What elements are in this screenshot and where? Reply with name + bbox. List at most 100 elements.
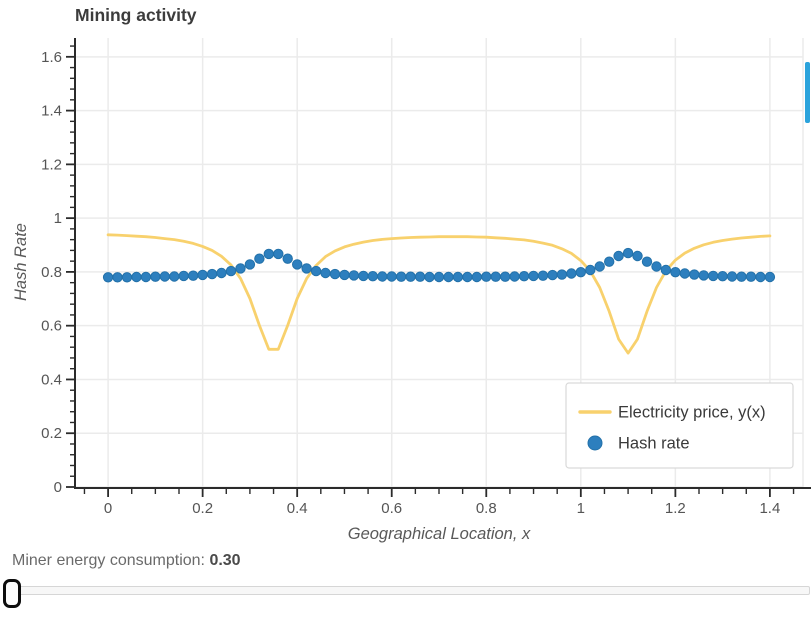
hash-rate-dot [736,271,747,282]
x-tick-label: 1.2 [665,500,686,517]
hash-rate-dot [178,270,189,282]
hash-rate-dot [632,250,643,262]
energy-consumption-slider-handle[interactable] [3,579,21,608]
y-tick-label: 1.6 [41,49,62,66]
hash-rate-dot [424,271,435,283]
hash-rate-dot [708,270,719,282]
miner-energy-readout-label: Miner energy consumption: [12,552,210,569]
hash-rate-dot [509,271,520,282]
x-tick-label: 0.4 [287,500,308,517]
axes-layer: 0 0.2 0.4 0.6 0.8 1 1.2 1.4 0 0.2 0.4 0.6 0.8 1 1.2 1.4… [41,38,811,517]
hash-rate-dot [339,269,350,281]
hash-rate-dot [169,271,180,282]
hash-rate-dot [320,267,331,279]
hash-rate-dot [651,261,662,272]
hash-rate-dot [585,264,596,276]
y-tick-label: 1 [54,210,62,227]
hash-rate-dot [282,253,293,264]
hash-rate-dot [414,271,426,282]
hash-rate-dot [367,271,378,282]
hash-rate-dot [594,261,605,272]
hash-rate-dot [310,265,322,277]
x-tick-label: 0.2 [192,500,213,517]
legend-box [565,382,794,469]
x-tick-label: 0 [104,500,112,517]
hash-rate-dot [755,271,766,283]
hash-rate-dot [254,253,265,264]
hash-rate-dot [679,268,690,279]
hash-rate-dot [726,271,738,282]
hash-rate-dot [358,270,369,282]
y-tick-label: 0 [54,479,62,496]
hash-rate-dot [396,271,407,282]
x-tick-label: 0.8 [476,500,497,517]
hash-rate-dot [613,250,624,262]
hash-rate-dot [575,267,586,278]
hash-rate-dot [537,270,549,281]
series-layer [102,233,776,355]
x-axis-label: Geographical Location, x [348,525,531,543]
x-tick-label: 0.6 [381,500,402,517]
hash-rate-dot [140,271,152,283]
hash-rate-dot [670,267,681,278]
electricity-price-line [106,233,772,355]
hash-rate-dot [131,271,142,283]
hash-rate-dot [235,263,246,274]
hash-rate-dot [377,271,388,282]
y-tick-label: 0.2 [41,425,62,442]
hash-rate-dot [660,264,672,276]
hash-rate-dot [698,270,709,281]
x-tick-label: 1 [577,500,585,517]
y-tick-label: 1.4 [41,103,62,120]
hash-rate-dot [244,259,256,270]
scrollbar-thumb[interactable] [805,62,810,123]
hash-rate-dot [689,269,700,280]
legend-label-electricity: Electricity price, y(x) [618,404,766,422]
hash-rate-dot [102,272,114,283]
hash-rate-dot [188,270,199,281]
hash-rate-dot [121,272,133,283]
chart-title: Mining activity [75,5,197,25]
hash-rate-dot [604,256,615,267]
hash-rate-dot [273,248,284,260]
hash-rate-dot [500,271,511,282]
hash-rate-dot [433,271,445,283]
y-axis-label: Hash Rate [12,223,30,301]
x-tick-label: 1.4 [759,500,780,517]
hash-rate-dot [292,259,303,270]
hash-rate-dot [518,271,530,282]
hash-rate-dot [556,269,568,280]
hash-rate-dot [641,256,653,267]
hash-rate-dot [745,271,757,282]
hash-rate-dot [622,247,634,259]
hash-rate-dot [452,271,464,283]
hash-rate-dot [764,271,776,283]
hash-rate-dot [206,268,218,280]
hash-rate-dot [301,263,312,274]
y-tick-label: 0.4 [41,371,62,388]
hash-rate-dot [566,268,577,279]
hash-rate-dot [263,248,274,260]
hash-rate-dot [490,271,501,282]
hash-rate-dot [528,270,539,282]
hash-rate-dot [150,271,161,282]
hash-rate-dot [225,265,237,277]
legend: Electricity price, y(x) Hash rate [565,382,794,469]
hash-rate-dot [462,271,473,283]
hash-rate-dot [405,271,416,282]
hash-rate-dot [112,272,123,283]
hash-rate-dot [547,269,558,281]
hash-rate-dot [386,271,397,282]
hash-rate-dot [197,269,208,281]
miner-energy-readout-value: 0.30 [209,552,241,569]
hash-rate-dot [216,267,227,279]
hash-rate-dot [471,271,482,283]
miner-energy-readout: Miner energy consumption: 0.30 [12,552,241,570]
y-tick-label: 0.8 [41,264,62,281]
hash-rate-dot [481,271,492,282]
hash-rate-dot [717,271,728,282]
legend-label-hashrate: Hash rate [618,435,690,453]
energy-consumption-slider-track[interactable] [4,586,810,595]
hash-rate-dot [159,271,171,282]
